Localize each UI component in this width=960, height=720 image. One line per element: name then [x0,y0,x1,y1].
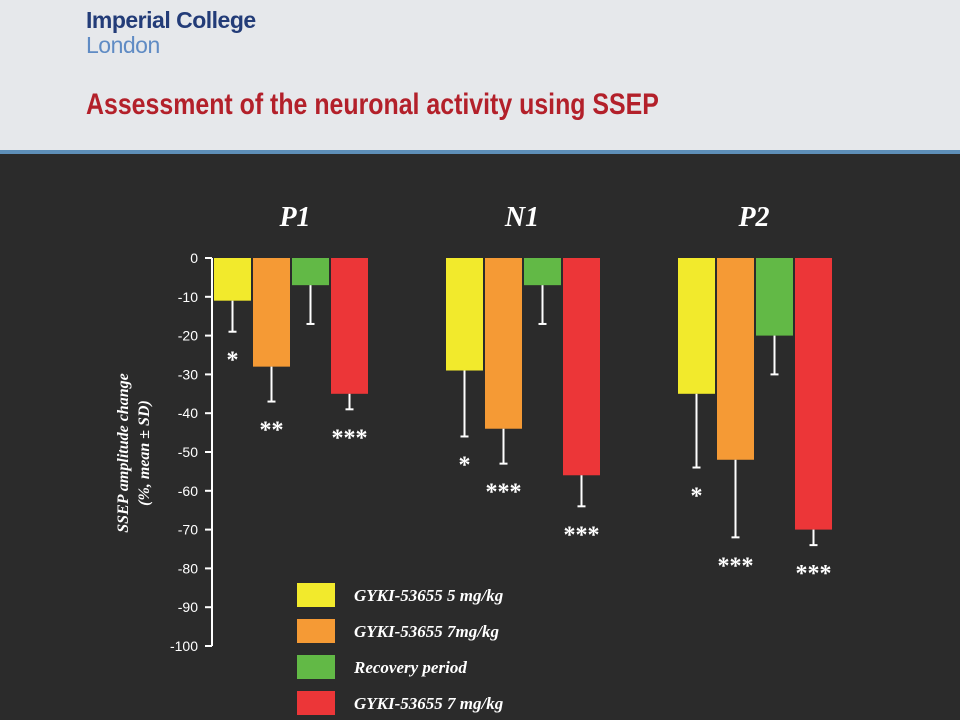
category-label: N1 [504,202,539,233]
bar [446,258,483,371]
y-tick-label: -60 [178,483,198,499]
y-tick-label: 0 [190,250,198,266]
y-tick-label: -80 [178,560,198,576]
category-label: P2 [737,202,769,233]
category-label: P1 [278,202,310,233]
significance-marker: *** [486,480,522,506]
header-band [0,0,960,152]
bar [331,258,368,394]
legend-swatch [297,583,335,607]
bar [756,258,793,336]
bar [795,258,832,530]
significance-marker: *** [332,425,368,451]
legend-swatch [297,619,335,643]
bar [717,258,754,460]
logo-line-2: London [86,32,160,58]
significance-marker: *** [796,561,832,587]
y-axis-label-line-1: SSEP amplitude change [115,373,132,532]
legend-label: GYKI-53655 7mg/kg [354,622,499,641]
y-axis-label: SSEP amplitude change (%, mean ± SD) [115,373,153,532]
bar [292,258,329,286]
y-tick-label: -10 [178,289,198,305]
significance-marker: ** [260,418,284,444]
bar [214,258,251,301]
y-tick-label: -40 [178,405,198,421]
significance-marker: *** [718,553,754,579]
bar [524,258,561,286]
y-axis-label-line-2: (%, mean ± SD) [136,400,153,506]
significance-marker: * [691,484,703,510]
legend-label: GYKI-53655 7 mg/kg [354,694,504,713]
page-title: Assessment of the neuronal activity usin… [86,88,659,121]
header-divider [0,150,960,154]
logo-line-1: Imperial College [86,7,256,33]
significance-marker: * [459,452,471,478]
y-tick-label: -70 [178,522,198,538]
y-tick-label: -90 [178,599,198,615]
significance-marker: *** [564,522,600,548]
y-tick-label: -30 [178,366,198,382]
y-tick-label: -20 [178,328,198,344]
legend-label: Recovery period [353,658,467,677]
bar [253,258,290,367]
bar [563,258,600,476]
legend-label: GYKI-53655 5 mg/kg [354,586,504,605]
bar [485,258,522,429]
legend-swatch [297,691,335,715]
logo: Imperial College London [86,8,256,58]
bar [678,258,715,394]
legend-swatch [297,655,335,679]
bar-chart: 0 -10 -20 -30 -40 -50 -60 -70 -80 -90 -100 SSEP amp… [115,202,832,715]
y-tick-label: -100 [170,638,198,654]
y-tick-label: -50 [178,444,198,460]
significance-marker: * [227,348,239,374]
